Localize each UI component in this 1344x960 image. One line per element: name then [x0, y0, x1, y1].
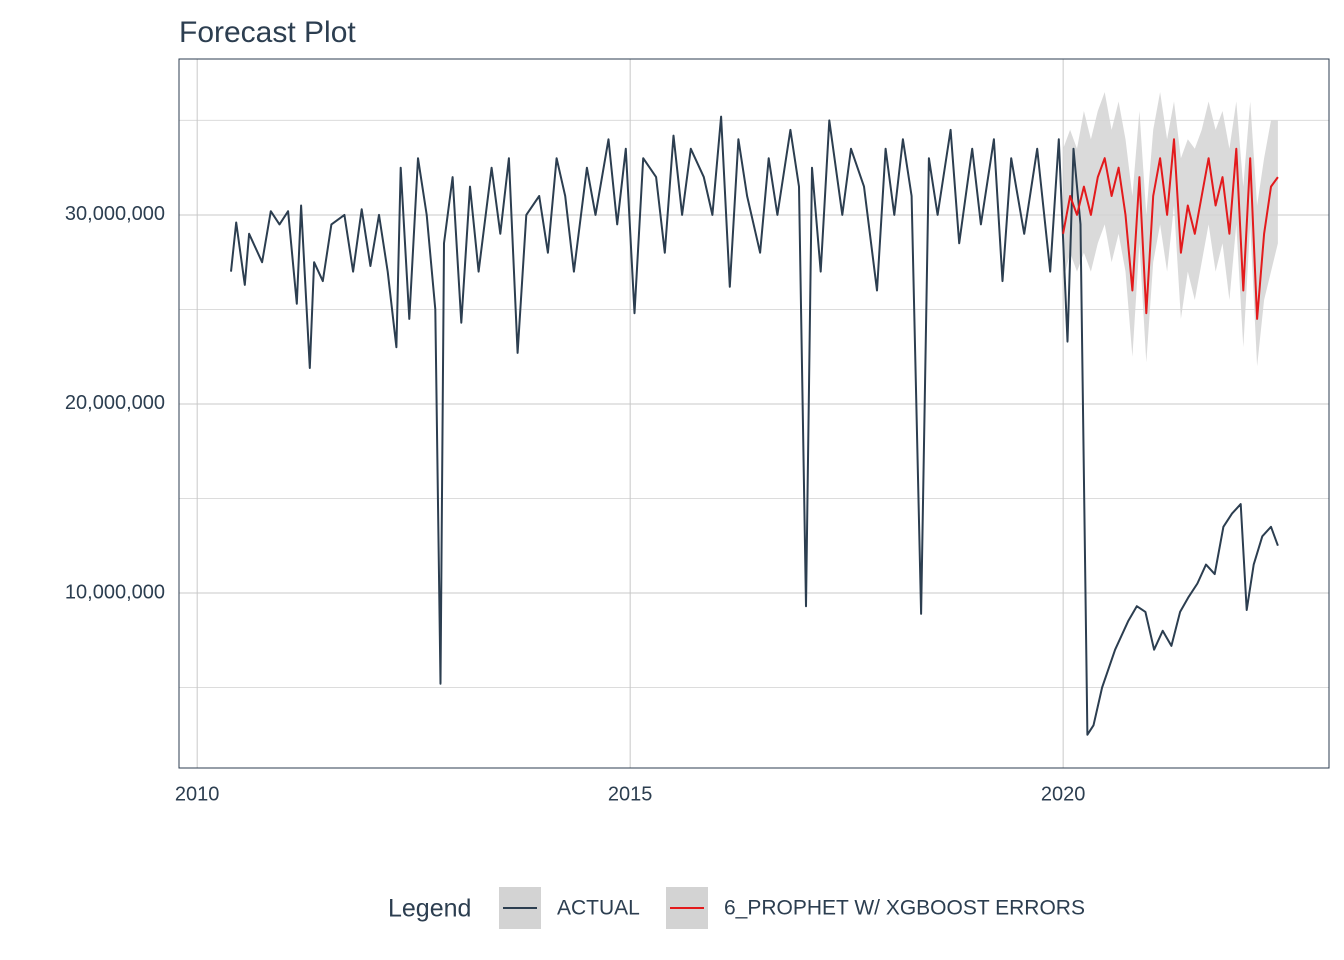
- y-tick-label: 30,000,000: [65, 203, 165, 225]
- x-tick-label: 2020: [1041, 783, 1086, 805]
- legend-label: 6_PROPHET W/ XGBOOST ERRORS: [724, 897, 1085, 920]
- y-tick-label: 20,000,000: [65, 392, 165, 414]
- chart-title: Forecast Plot: [179, 16, 356, 49]
- series-line: [230, 115, 1279, 736]
- series-line: [1062, 138, 1279, 320]
- legend-label: ACTUAL: [557, 897, 640, 920]
- x-tick-label: 2015: [608, 783, 653, 805]
- legend-title: Legend: [388, 895, 471, 923]
- plot-border: [178, 58, 1330, 769]
- confidence-band: [1063, 92, 1278, 367]
- y-tick-label: 10,000,000: [65, 581, 165, 603]
- x-tick-label: 2010: [175, 783, 220, 805]
